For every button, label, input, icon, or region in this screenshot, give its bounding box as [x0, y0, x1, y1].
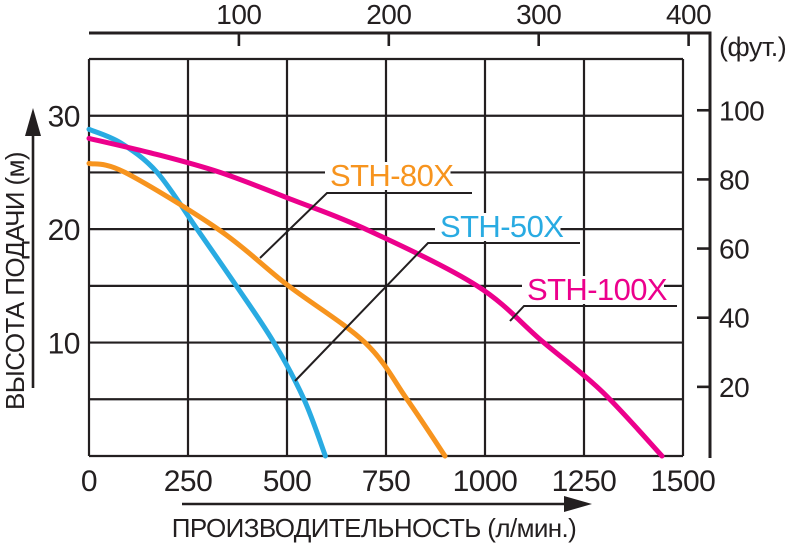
right-axis-tick-label: 60 — [719, 234, 749, 265]
annotation-leader — [509, 305, 677, 322]
bottom-axis-tick-label: 750 — [362, 465, 411, 498]
right-axis-unit-label: (фут.) — [719, 32, 786, 62]
annotation-leader — [294, 242, 580, 382]
bottom-axis-tick-label: 0 — [81, 465, 97, 498]
left-axis-tick-label: 20 — [48, 214, 80, 247]
left-axis-tick-label: 30 — [48, 101, 80, 134]
left-axis-tick-label: 10 — [48, 328, 80, 361]
annotation-label-mask — [522, 276, 664, 304]
bottom-axis-tick-label: 1250 — [552, 465, 617, 498]
curve-sth-100x — [86, 135, 665, 459]
left-axis-title: ВЫСОТА ПОДАЧИ (м) — [0, 152, 30, 410]
right-axis-tick-label: 80 — [719, 164, 749, 195]
top-and-right-axis-line — [89, 31, 712, 458]
curve-sth-50x — [86, 126, 328, 459]
left-axis-arrow-head — [25, 108, 41, 136]
annotation-label-mask — [325, 162, 451, 190]
top-axis-tick-label: 200 — [366, 0, 411, 30]
bottom-axis-tick-label: 1000 — [453, 465, 518, 498]
top-axis-tick-label: 100 — [216, 0, 261, 30]
top-axis-tick-label: 400 — [666, 0, 711, 30]
bottom-axis-title: ПРОИЗВОДИТЕЛЬНОСТЬ (л/мин.) — [172, 513, 576, 543]
annotation-leader — [259, 192, 472, 259]
right-axis-tick-label: 40 — [719, 303, 749, 334]
curve-sth-80x — [86, 160, 448, 459]
bottom-axis-tick-label: 1500 — [651, 465, 716, 498]
bottom-axis-tick-label: 250 — [164, 465, 213, 498]
annotation-label: STH-80X — [330, 158, 454, 193]
annotation-label: STH-50X — [440, 209, 564, 244]
bottom-axis-arrow-head — [564, 496, 592, 512]
annotation-label: STH-100X — [527, 272, 668, 307]
bottom-axis-tick-label: 500 — [263, 465, 312, 498]
right-axis-tick-label: 20 — [719, 372, 749, 403]
annotation-label-mask — [435, 213, 561, 241]
top-axis-tick-label: 300 — [516, 0, 561, 30]
right-axis-tick-label: 100 — [719, 95, 764, 126]
